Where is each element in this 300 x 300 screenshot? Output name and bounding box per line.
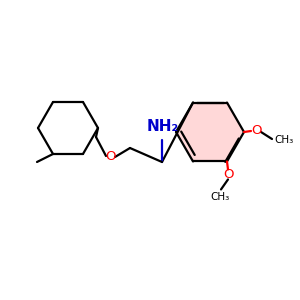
Text: CH₃: CH₃ [210,192,230,203]
Text: O: O [224,168,234,181]
Text: CH₃: CH₃ [274,135,293,145]
Text: NH₂: NH₂ [147,119,179,134]
Text: O: O [251,124,261,137]
Text: O: O [106,151,116,164]
Polygon shape [176,103,244,161]
